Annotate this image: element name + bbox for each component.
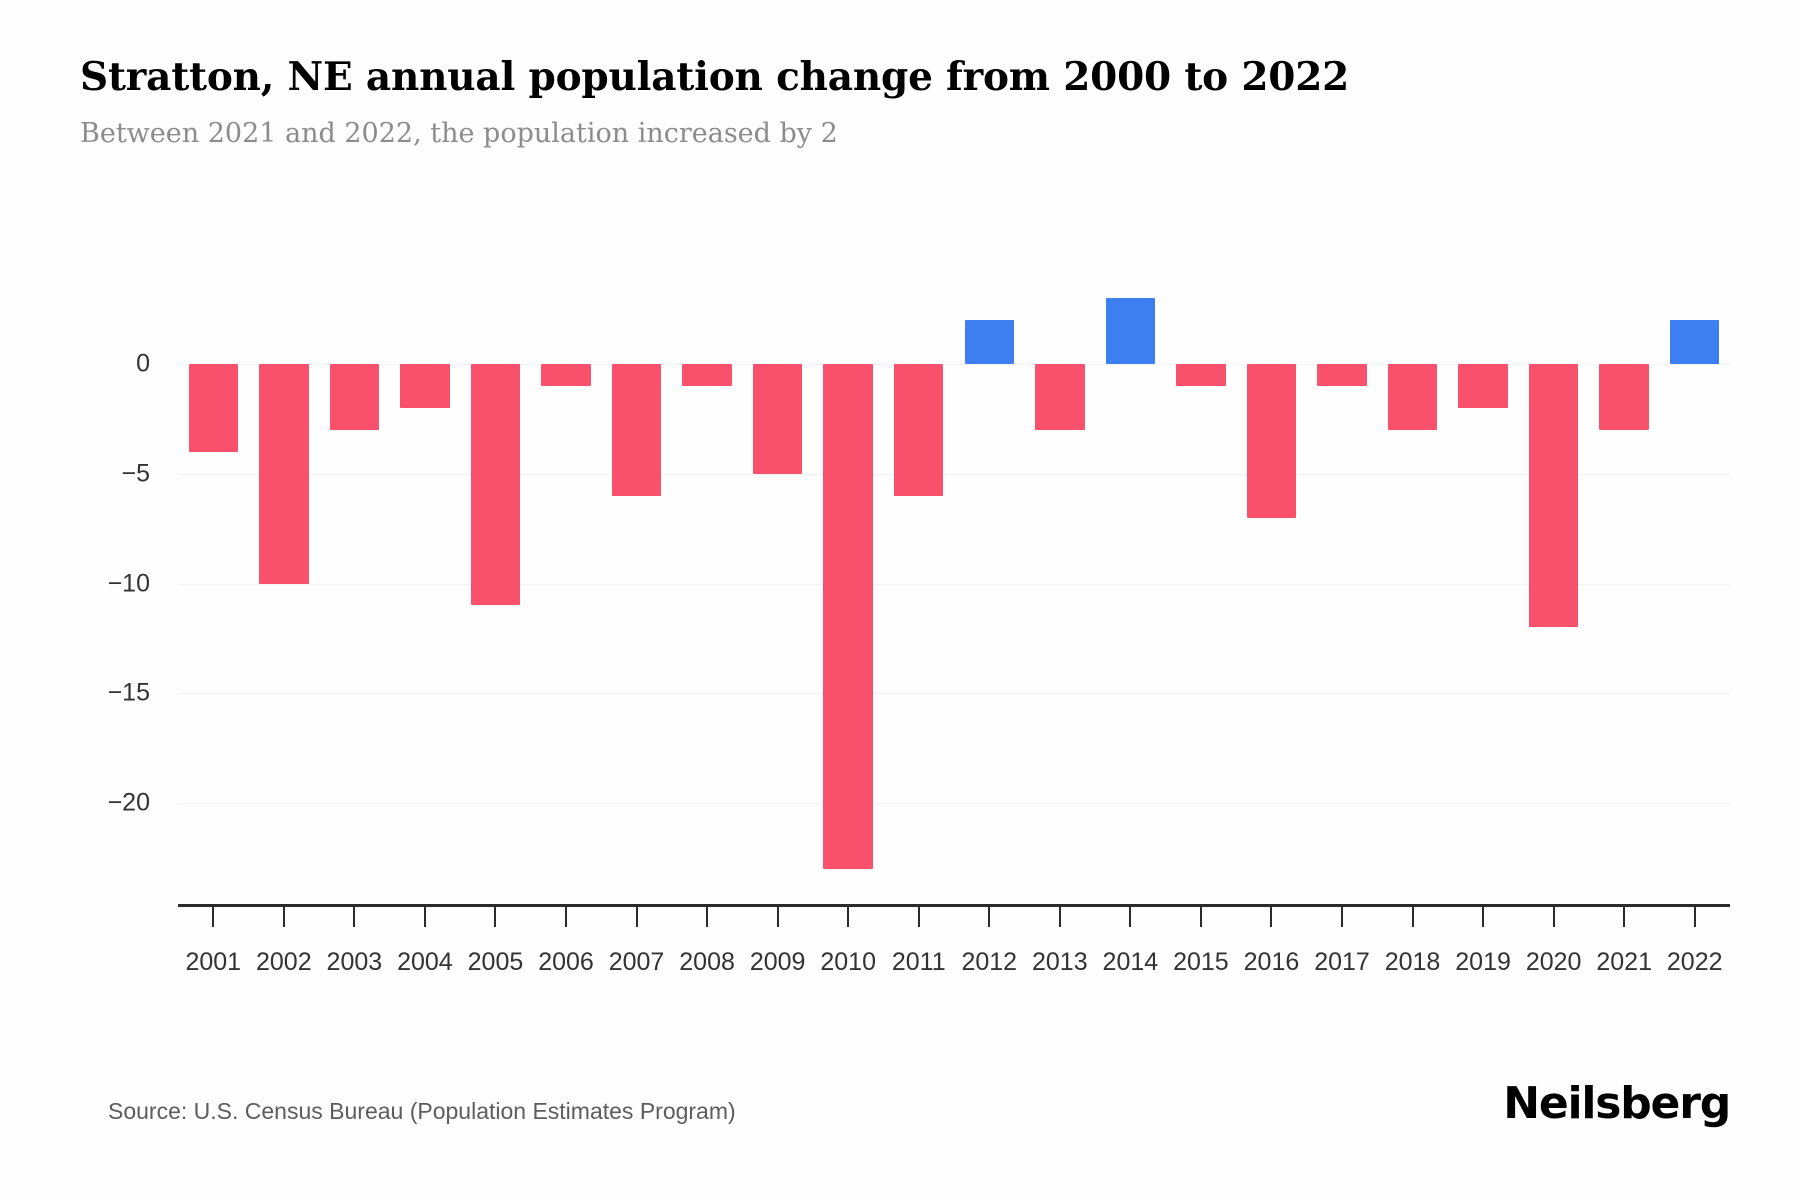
x-axis-tick-label: 2010: [820, 948, 876, 976]
bar-2006[interactable]: [541, 364, 591, 386]
x-axis-tick: [1552, 907, 1555, 927]
x-axis-tick-label: 2001: [185, 948, 242, 976]
x-axis-tick: [917, 907, 920, 927]
gridline: [178, 803, 1730, 804]
source-note: Source: U.S. Census Bureau (Population E…: [108, 1098, 736, 1124]
x-axis-tick: [1693, 907, 1696, 927]
x-axis-tick: [1482, 907, 1485, 927]
bar-2013[interactable]: [1035, 364, 1085, 430]
x-axis-line: [178, 904, 1730, 907]
x-axis-tick-label: 2021: [1596, 948, 1652, 976]
x-axis-tick-label: 2017: [1314, 948, 1370, 976]
gridline: [178, 583, 1730, 585]
bar-2020[interactable]: [1528, 364, 1579, 628]
x-axis-tick-label: 2015: [1173, 948, 1229, 976]
x-axis-tick: [494, 907, 497, 927]
bar-2015[interactable]: [1176, 364, 1226, 386]
x-axis-tick-label: 2014: [1102, 948, 1159, 976]
bars-group: [178, 0, 1730, 1200]
bar-2009[interactable]: [752, 364, 803, 474]
x-axis-tick: [635, 907, 638, 927]
x-axis-tick: [1270, 907, 1273, 927]
x-axis-tick: [706, 907, 709, 927]
bar-2012[interactable]: [964, 320, 1014, 364]
page-title: Stratton, NE annual population change fr…: [80, 54, 1350, 100]
brand-logo: Neilsberg: [1503, 1078, 1731, 1129]
y-axis-tick-label: 0: [136, 349, 150, 378]
bar-2002[interactable]: [259, 364, 309, 584]
x-axis-tick-label: 2005: [467, 948, 524, 976]
gridline: [178, 693, 1730, 695]
x-axis-tick-label: 2006: [538, 948, 594, 976]
x-axis-tick: [1341, 907, 1343, 927]
x-axis-tick: [847, 907, 850, 927]
bar-2016[interactable]: [1246, 364, 1297, 518]
x-axis-tick: [565, 907, 567, 927]
bar-2010[interactable]: [823, 364, 873, 869]
x-axis-tick: [423, 907, 426, 927]
x-axis-tick: [1199, 907, 1202, 927]
gridline: [178, 473, 1730, 475]
bar-2003[interactable]: [329, 364, 380, 430]
x-axis-tick: [988, 907, 991, 927]
x-axis-tick: [1058, 907, 1061, 927]
x-axis-tick-label: 2003: [326, 948, 383, 976]
bar-2019[interactable]: [1458, 364, 1508, 408]
y-axis-tick-label: −10: [107, 569, 150, 597]
x-axis-tick-label: 2018: [1384, 948, 1441, 976]
x-axis-tick-label: 2019: [1455, 948, 1511, 976]
y-axis-tick-label: −20: [107, 788, 150, 817]
bar-2001[interactable]: [188, 364, 238, 452]
x-axis-tick: [282, 907, 285, 927]
chart-subtitle: Between 2021 and 2022, the population in…: [80, 118, 838, 150]
bar-2018[interactable]: [1387, 364, 1438, 430]
x-axis-tick: [212, 907, 215, 927]
x-axis-tick: [353, 907, 356, 927]
y-axis-tick-label: −15: [107, 678, 150, 707]
y-axis-tick-label: −5: [121, 459, 150, 488]
x-axis-tick: [776, 907, 779, 927]
chart-header: Stratton, NE annual population change fr…: [80, 54, 1700, 149]
bar-2005[interactable]: [470, 364, 521, 606]
bar-2008[interactable]: [682, 364, 732, 386]
x-axis-tick-label: 2016: [1243, 948, 1300, 976]
bar-2014[interactable]: [1105, 298, 1156, 364]
bar-2021[interactable]: [1599, 364, 1649, 430]
x-axis-tick-label: 2007: [608, 948, 665, 976]
bar-2007[interactable]: [611, 364, 662, 496]
bar-2022[interactable]: [1670, 320, 1720, 364]
x-axis-tick-label: 2022: [1666, 948, 1723, 976]
x-axis-tick-label: 2008: [679, 948, 735, 976]
x-axis-tick-label: 2020: [1525, 948, 1582, 976]
x-axis-tick: [1129, 907, 1132, 927]
x-axis-tick-label: 2011: [891, 948, 946, 976]
bar-2017[interactable]: [1317, 364, 1367, 386]
bar-2004[interactable]: [400, 364, 450, 408]
bar-2011[interactable]: [894, 364, 944, 496]
x-axis-tick-label: 2002: [256, 948, 312, 976]
x-axis-tick: [1411, 907, 1414, 927]
x-axis-tick: [1623, 907, 1626, 927]
gridline: [178, 364, 1730, 365]
x-axis-tick-label: 2012: [961, 948, 1018, 976]
x-axis-tick-label: 2004: [397, 948, 453, 976]
x-axis-tick-label: 2009: [749, 948, 806, 976]
x-axis-tick-label: 2013: [1032, 948, 1088, 976]
